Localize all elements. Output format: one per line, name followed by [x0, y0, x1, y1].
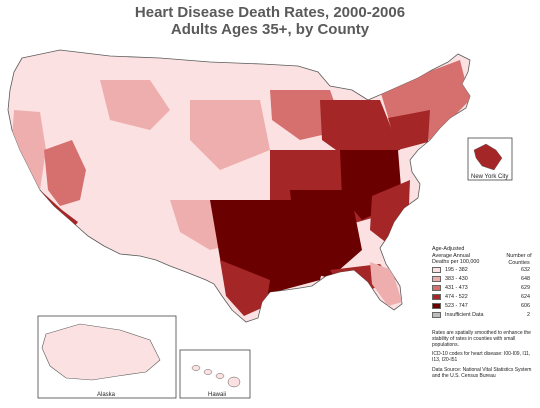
count-header-line-2: Counties: [508, 259, 530, 266]
legend-swatch: [432, 285, 441, 291]
region-michigan-ohio: [320, 100, 400, 160]
hawaii-inset: [179, 349, 251, 399]
title-line-1: Heart Disease Death Rates, 2000-2006: [134, 4, 406, 21]
legend-range: 523 - 747: [445, 303, 468, 309]
note-source: Data Source: National Vital Statistics S…: [432, 367, 532, 379]
map-title: Heart Disease Death Rates, 2000-2006 Adu…: [0, 4, 540, 38]
legend: Age-Adjusted Average Annual Deaths per 1…: [432, 246, 536, 320]
hawaii-islands: [191, 365, 241, 388]
region-mountain-west: [100, 80, 170, 130]
legend-swatch: [432, 276, 441, 282]
legend-count: 632: [521, 267, 530, 273]
note-icd: ICD-10 codes for heart disease: I00-I09,…: [432, 351, 531, 363]
legend-count: 648: [521, 276, 530, 282]
hawaii-label: Hawaii: [208, 392, 227, 398]
nyc-label: New York City: [471, 174, 509, 180]
legend-title-line-3: Deaths per 100,000: [432, 259, 480, 266]
note-smoothing: Rates are spatially smoothed to enhance …: [432, 330, 531, 348]
legend-row: 431 - 473 629: [432, 284, 536, 293]
legend-range: 383 - 430: [445, 276, 468, 282]
legend-row: Insufficient Data 2: [432, 311, 536, 320]
legend-range: Insufficient Data: [445, 312, 484, 318]
legend-range: 195 - 382: [445, 267, 468, 273]
title-line-2: Adults Ages 35+, by County: [170, 21, 370, 38]
region-plains: [190, 100, 270, 170]
nyc-shape: [473, 143, 503, 171]
rate-regions: [12, 60, 470, 316]
region-west-coast: [12, 110, 46, 190]
alaska-label: Alaska: [97, 392, 116, 398]
region-nevada: [44, 140, 86, 206]
region-mississippi-delta: [290, 190, 362, 278]
region-new-york: [388, 110, 430, 150]
region-texas-gulf: [220, 260, 270, 316]
alaska-shape: [41, 323, 161, 381]
count-header-line-1: Number of: [506, 253, 532, 259]
legend-range: 431 - 473: [445, 285, 468, 291]
legend-row: 523 - 747 606: [432, 302, 536, 311]
legend-swatch: [432, 267, 441, 273]
legend-count: 624: [521, 294, 530, 300]
legend-title-line-2: Average Annual: [432, 252, 470, 259]
legend-row: 383 - 430 648: [432, 275, 536, 284]
legend-title: Age-Adjusted Average Annual Deaths per 1…: [432, 246, 502, 266]
legend-swatch: [432, 303, 441, 309]
legend-count-header: Number of Counties: [502, 253, 536, 266]
legend-title-line-1: Age-Adjusted: [432, 246, 465, 252]
legend-row: 195 - 382 632: [432, 266, 536, 275]
legend-range: 474 - 522: [445, 294, 468, 300]
region-florida: [370, 262, 402, 306]
legend-row: 474 - 522 624: [432, 293, 536, 302]
legend-count: 629: [521, 285, 530, 291]
legend-swatch: [432, 312, 441, 318]
legend-count: 2: [527, 312, 530, 318]
legend-count: 606: [521, 303, 530, 309]
legend-swatch: [432, 294, 441, 300]
